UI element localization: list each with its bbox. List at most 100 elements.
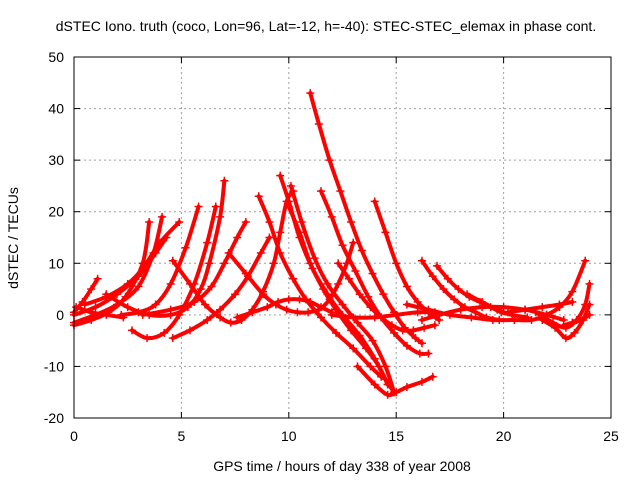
data-point xyxy=(304,308,313,317)
data-point xyxy=(488,316,497,325)
data-point xyxy=(430,321,439,330)
data-point xyxy=(362,344,371,353)
data-point xyxy=(207,282,216,291)
data-point xyxy=(568,287,577,296)
data-point xyxy=(241,269,250,278)
data-point xyxy=(306,89,315,98)
data-point xyxy=(559,321,568,330)
data-point xyxy=(364,292,373,301)
data-point xyxy=(463,290,472,299)
y-tick-label: 40 xyxy=(48,101,64,117)
data-point xyxy=(353,318,362,327)
data-point xyxy=(409,326,418,335)
data-point xyxy=(357,246,366,255)
data-point xyxy=(499,303,508,312)
x-tick-label: 20 xyxy=(496,428,512,444)
data-point xyxy=(415,349,424,358)
y-tick-label: 30 xyxy=(48,152,64,168)
y-tick-label: 0 xyxy=(56,307,64,323)
data-point xyxy=(117,310,126,319)
data-point xyxy=(185,279,194,288)
data-point xyxy=(233,313,242,322)
data-point xyxy=(503,308,512,317)
data-point xyxy=(576,316,585,325)
data-point xyxy=(334,279,343,288)
data-point xyxy=(327,310,336,319)
data-point xyxy=(402,282,411,291)
data-point xyxy=(102,290,111,299)
data-point xyxy=(531,308,540,317)
data-point xyxy=(194,202,203,211)
data-point xyxy=(381,362,390,371)
data-point xyxy=(402,300,411,309)
data-point xyxy=(454,285,463,294)
data-point xyxy=(263,303,272,312)
data-point xyxy=(413,297,422,306)
data-point xyxy=(138,264,147,273)
data-point xyxy=(274,297,283,306)
data-point xyxy=(493,305,502,314)
data-point xyxy=(411,334,420,343)
data-point xyxy=(224,248,233,257)
data-point xyxy=(351,267,360,276)
data-point xyxy=(392,310,401,319)
data-point xyxy=(353,362,362,371)
data-point xyxy=(585,279,594,288)
data-point xyxy=(265,218,274,227)
data-point xyxy=(317,187,326,196)
data-series-trace xyxy=(74,305,126,320)
data-point xyxy=(424,349,433,358)
data-point xyxy=(276,228,285,237)
grid-lines xyxy=(74,57,611,418)
data-point xyxy=(370,380,379,389)
data-point xyxy=(387,321,396,330)
data-point xyxy=(166,279,175,288)
data-point xyxy=(297,218,306,227)
data-point xyxy=(327,212,336,221)
data-point xyxy=(286,181,295,190)
data-point xyxy=(383,390,392,399)
data-point xyxy=(175,218,184,227)
data-point xyxy=(248,308,257,317)
data-point xyxy=(301,295,310,304)
data-point xyxy=(538,303,547,312)
data-point xyxy=(155,238,164,247)
y-axis-label: dSTEC / TECUs xyxy=(5,187,21,289)
data-point xyxy=(295,228,304,237)
data-point xyxy=(145,218,154,227)
data-point xyxy=(521,305,530,314)
data-point xyxy=(366,303,375,312)
data-point xyxy=(254,192,263,201)
data-point xyxy=(102,310,111,319)
x-tick-label: 5 xyxy=(178,428,186,444)
data-point xyxy=(306,259,315,268)
data-point xyxy=(233,233,242,242)
data-point xyxy=(402,383,411,392)
data-point xyxy=(445,310,454,319)
data-point xyxy=(538,316,547,325)
data-point xyxy=(392,259,401,268)
data-point xyxy=(241,218,250,227)
data-point xyxy=(332,305,341,314)
data-point xyxy=(168,256,177,265)
data-point xyxy=(347,326,356,335)
data-point xyxy=(581,256,590,265)
tick-labels: 0 5 10 15 20 25 -20 -10 0 10 20 30 40 50 xyxy=(44,49,619,444)
data-point xyxy=(216,313,225,322)
data-point xyxy=(220,176,229,185)
data-point xyxy=(196,285,205,294)
data-point xyxy=(561,334,570,343)
data-point xyxy=(527,316,536,325)
data-point xyxy=(205,259,214,268)
data-point xyxy=(417,339,426,348)
data-point xyxy=(417,256,426,265)
chart-title: dSTEC Iono. truth (coco, Lon=96, Lat=-12… xyxy=(56,18,596,34)
data-point xyxy=(168,334,177,343)
data-point xyxy=(417,316,426,325)
data-point xyxy=(269,259,278,268)
data-point xyxy=(293,308,302,317)
data-point xyxy=(428,272,437,281)
x-tick-label: 25 xyxy=(603,428,619,444)
data-point xyxy=(379,290,388,299)
